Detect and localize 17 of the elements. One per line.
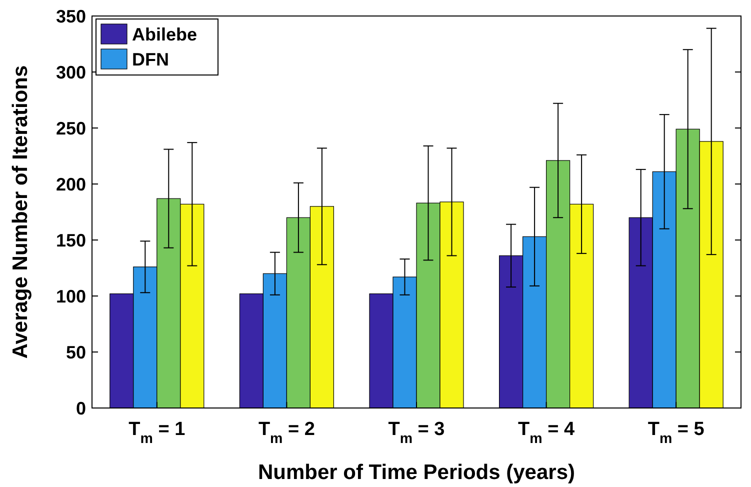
y-tick-label: 100	[56, 286, 86, 306]
x-tick-label: T$_{m}$ = 5	[648, 419, 705, 447]
y-tick-label: 50	[66, 342, 86, 362]
y-tick-label: 150	[56, 230, 86, 250]
y-axis-title: Average Number of Iterations	[9, 65, 32, 359]
x-tick-label: T$_{m}$ = 1	[128, 419, 186, 447]
y-tick-label: 200	[56, 174, 86, 194]
legend-label: DFN	[132, 49, 169, 70]
y-tick-label: 250	[56, 118, 86, 138]
legend-label: Abilebe	[132, 24, 198, 44]
y-tick-label: 300	[56, 62, 86, 82]
x-tick-label: T$_{m}$ = 2	[258, 419, 315, 447]
x-tick-label: T$_{m}$ = 4	[518, 419, 575, 447]
x-axis-title: Number of Time Periods (years)	[258, 461, 576, 484]
x-tick-label: T$_{m}$ = 3	[388, 419, 445, 447]
y-tick-label: 0	[76, 398, 86, 418]
y-tick-label: 350	[56, 6, 86, 26]
